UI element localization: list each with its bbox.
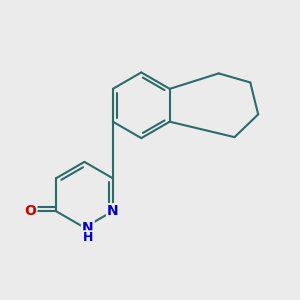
Text: O: O bbox=[25, 204, 36, 218]
Text: N: N bbox=[82, 220, 94, 235]
Text: N: N bbox=[107, 204, 119, 218]
Text: H: H bbox=[82, 231, 93, 244]
